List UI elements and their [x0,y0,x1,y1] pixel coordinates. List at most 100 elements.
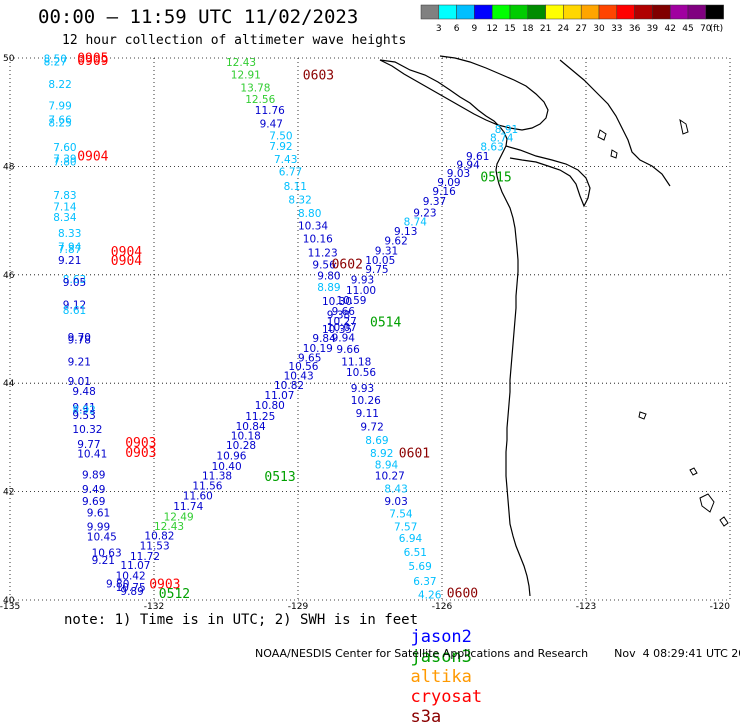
wave-height-value: 7.50 [269,130,292,142]
wave-height-value: 8.74 [490,132,514,144]
colorbar-tick-label: 33 [611,24,622,34]
colorbar-tick-label: 18 [522,24,534,34]
wave-height-value: 8.11 [284,181,307,193]
wave-height-value: 8.27 [44,57,67,69]
lon-label: -135 [0,602,20,612]
wave-height-value: 10.35 [322,324,352,336]
wave-height-value: 9.62 [384,235,407,247]
pass-time-label: 0514 [370,315,401,330]
wave-height-value: 9.21 [58,255,81,267]
pass-time-label: 0904 [111,254,142,269]
wave-height-value: 7.99 [48,100,71,112]
wave-height-value: 10.56 [288,361,318,373]
credit-agency: NOAA/NESDIS Center for Satellite Applica… [255,647,589,660]
wave-height-value: 10.05 [365,255,395,267]
wave-height-value: 10.82 [274,380,304,392]
wave-height-value: 10.34 [298,220,328,232]
lon-label: -126 [432,602,453,612]
wave-height-value: 11.53 [140,541,170,553]
pass-time-label: 0904 [77,149,108,164]
wave-height-value: 9.69 [82,496,105,508]
wave-height-value: 9.23 [413,207,436,219]
coastline [379,55,729,597]
wave-height-value: 7.80 [53,156,76,168]
lon-label: -123 [576,602,596,612]
wave-height-value: 9.89 [82,470,105,482]
wave-height-value: 9.49 [82,484,105,496]
wave-height-value: 9.48 [72,386,95,398]
wave-height-value: 10.84 [236,421,266,433]
wave-height-value: 7.54 [389,509,413,521]
wave-height-value: 8.33 [58,228,81,240]
wave-height-value: 9.11 [356,408,379,420]
wave-height-value: 4.26 [418,589,442,601]
wave-height-value: 9.16 [432,186,456,198]
wave-height-value: 7.60 [53,142,76,154]
wave-height-value: 9.41 [72,402,95,414]
wave-height-value: 10.30 [322,296,352,308]
wave-height-value: 11.07 [120,560,150,572]
wave-height-value: 9.93 [351,383,374,395]
credit-line: NOAA/NESDIS Center for Satellite Applica… [248,634,740,660]
wave-height-value: 9.66 [332,306,356,318]
wave-height-value: 11.25 [245,411,275,423]
coastline-puget-sound [505,145,591,208]
colorbar-tick-label: 15 [504,24,515,34]
wave-height-value: 7.39 [53,154,76,166]
wave-height-value: 10.27 [375,471,405,483]
wave-height-value: 10.32 [72,424,102,436]
colorbar-tick-label: 3 [436,24,442,34]
wave-height-value: 11.56 [192,480,222,492]
colorbar-tick-label: 27 [575,24,586,34]
lat-label: 46 [3,271,15,281]
colorbar-tick-label: 24 [558,24,570,34]
wave-height-value: 7.66 [48,115,72,127]
wave-height-value: 10.82 [144,530,174,542]
wave-height-value: 9.89 [120,586,143,598]
wave-height-value: 9.80 [106,579,129,591]
wave-height-value: 6.51 [404,547,427,559]
legend-jason2: jason2 [410,627,472,647]
wave-height-tracks: 8.508.27 8.22 7.99 7.668.25 7.607.397.80 7.83… [44,51,519,601]
wave-height-value: 7.14 [53,201,77,213]
pass-time-label: 0515 [480,171,511,186]
wave-height-value: 9.01 [68,376,91,388]
wave-height-value: 8.92 [72,405,95,417]
wave-height-value: 5.69 [408,561,431,573]
colorbar-tick-label: 6 [454,24,460,34]
wave-height-value: 9.09 [437,177,460,189]
wave-height-value: 9.12 [63,299,86,311]
coastline-islands [597,118,729,527]
wave-height-value: 9.84 [312,333,336,345]
colorbar-tick-label: 42 [664,24,675,34]
wave-height-value: 7.83 [53,190,76,202]
lon-label: -129 [288,602,309,612]
wave-height-value: 9.53 [72,410,95,422]
wave-height-value: 9.03 [384,496,407,508]
wave-height-value: 9.21 [68,356,91,368]
wave-height-value: 8.80 [298,208,321,220]
wave-height-value: 9.03 [447,168,470,180]
wave-height-value: 7.94 [58,241,82,253]
wave-height-value: 9.77 [77,439,100,451]
wave-height-value: 9.94 [332,332,356,344]
lat-label: 50 [3,54,15,64]
lat-label: 48 [3,162,15,172]
wave-height-value: 9.93 [351,274,374,286]
wave-height-value: 8.34 [53,212,77,224]
legend-altika: altika [410,667,472,687]
wave-height-value: 10.75 [116,582,146,594]
lat-label: 44 [3,379,15,389]
pass-time-label: 0602 [332,257,363,272]
wave-height-value: 11.72 [130,551,160,563]
wave-height-value: 11.00 [346,285,376,297]
wave-height-value: 12.56 [245,94,275,106]
colorbar-tick-label: 36 [629,24,641,34]
wave-height-value: 11.38 [202,471,232,483]
wave-height-value: 9.56 [312,259,336,271]
wave-height-value: 9.37 [423,196,446,208]
lon-label: -132 [144,602,164,612]
colorbar-swatch [705,4,724,20]
coastline-mainland [379,59,531,597]
pass-time-label: 0512 [159,587,190,602]
